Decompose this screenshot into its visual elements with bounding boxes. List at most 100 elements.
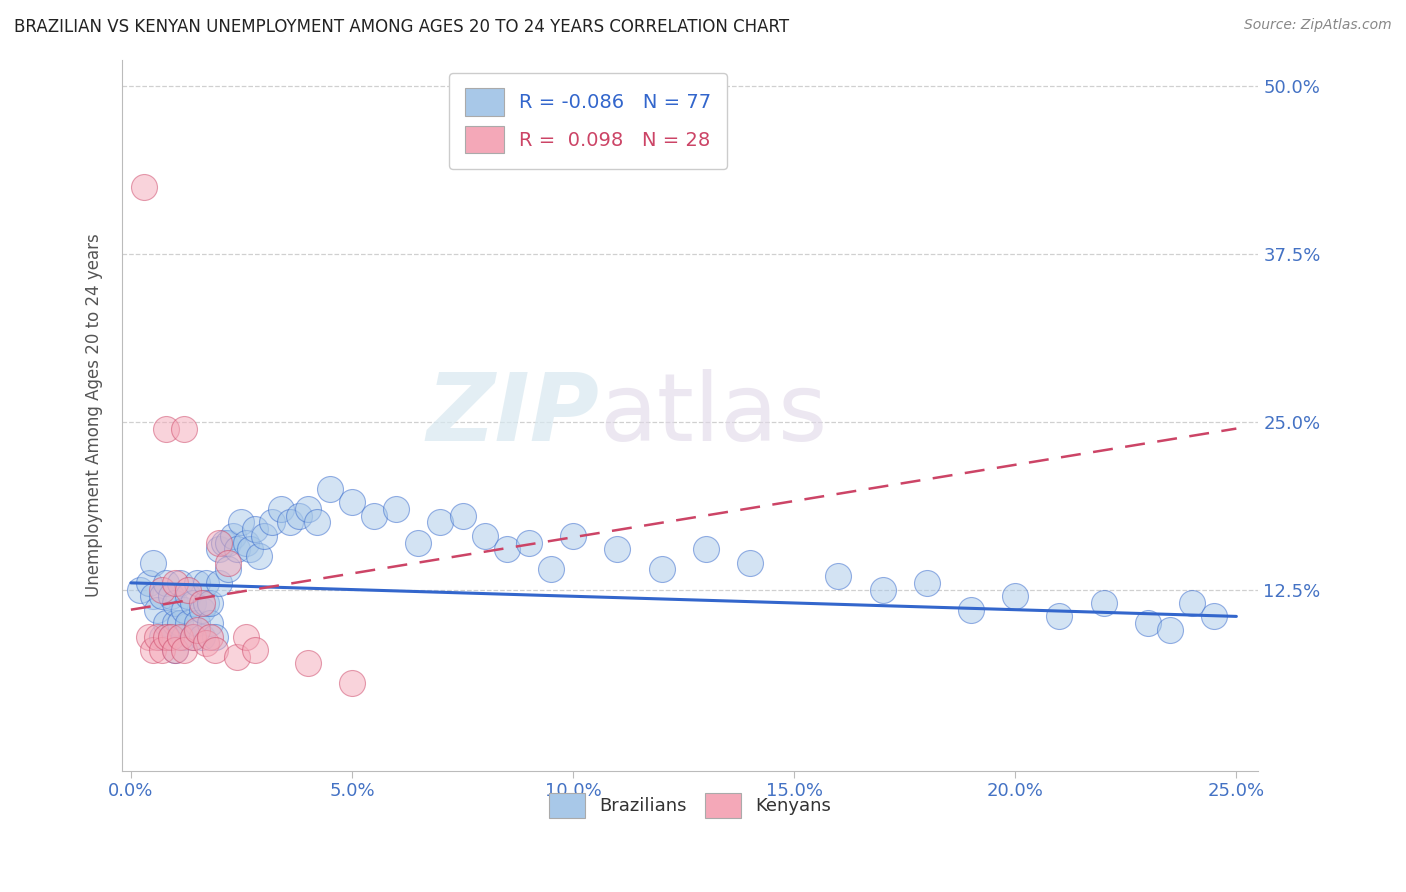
Point [540,562,562,576]
Point [177,582,200,597]
Point [429,516,451,530]
Point [177,589,200,603]
Point [1159,623,1181,637]
Point [200,616,222,631]
Point [408,535,430,549]
Point [278,516,301,530]
Point [1049,609,1071,624]
Point [195,596,218,610]
Point [1092,596,1115,610]
Point [186,616,208,631]
Point [173,630,195,644]
Point [169,575,191,590]
Point [190,596,212,610]
Point [155,630,177,644]
Point [252,529,274,543]
Point [165,596,187,610]
Point [451,508,474,523]
Point [1181,596,1204,610]
Point [270,502,292,516]
Point [262,516,284,530]
Point [165,643,187,657]
Point [305,516,328,530]
Point [297,502,319,516]
Point [181,630,204,644]
Point [212,535,235,549]
Text: BRAZILIAN VS KENYAN UNEMPLOYMENT AMONG AGES 20 TO 24 YEARS CORRELATION CHART: BRAZILIAN VS KENYAN UNEMPLOYMENT AMONG A… [14,18,789,36]
Point [195,575,218,590]
Point [177,616,200,631]
Point [138,630,160,644]
Point [239,542,262,557]
Point [695,542,717,557]
Point [517,535,540,549]
Point [200,596,222,610]
Point [186,623,208,637]
Point [385,502,408,516]
Point [181,596,204,610]
Point [204,643,226,657]
Point [146,603,169,617]
Point [235,535,257,549]
Point [1204,609,1226,624]
Point [159,630,181,644]
Point [243,643,266,657]
Point [155,421,177,435]
Point [217,562,239,576]
Point [915,575,938,590]
Point [235,630,257,644]
Point [208,542,231,557]
Point [606,542,628,557]
Point [150,643,173,657]
Point [231,516,253,530]
Point [181,630,204,644]
Point [872,582,894,597]
Point [190,630,212,644]
Point [173,603,195,617]
Point [169,630,191,644]
Point [190,603,212,617]
Point [208,575,231,590]
Point [340,676,363,690]
Point [159,630,181,644]
Point [138,575,160,590]
Point [960,603,983,617]
Point [142,643,165,657]
Point [128,582,150,597]
Point [650,562,672,576]
Point [204,630,226,644]
Point [165,643,187,657]
Point [142,556,165,570]
Point [173,643,195,657]
Point [247,549,270,563]
Point [288,508,311,523]
Point [142,589,165,603]
Point [186,575,208,590]
Point [297,657,319,671]
Point [150,582,173,597]
Point [738,556,761,570]
Point [217,535,239,549]
Point [226,542,249,557]
Point [340,495,363,509]
Point [146,630,169,644]
Text: atlas: atlas [599,369,828,461]
Point [827,569,849,583]
Point [165,575,187,590]
Point [243,522,266,536]
Point [562,529,585,543]
Text: ZIP: ZIP [426,369,599,461]
Point [474,529,496,543]
Point [495,542,517,557]
Legend: Brazilians, Kenyans: Brazilians, Kenyans [541,786,839,826]
Point [155,616,177,631]
Point [159,589,181,603]
Point [155,575,177,590]
Point [319,482,342,496]
Text: Source: ZipAtlas.com: Source: ZipAtlas.com [1244,18,1392,32]
Point [221,529,243,543]
Point [173,421,195,435]
Point [1136,616,1159,631]
Point [363,508,385,523]
Point [134,180,156,194]
